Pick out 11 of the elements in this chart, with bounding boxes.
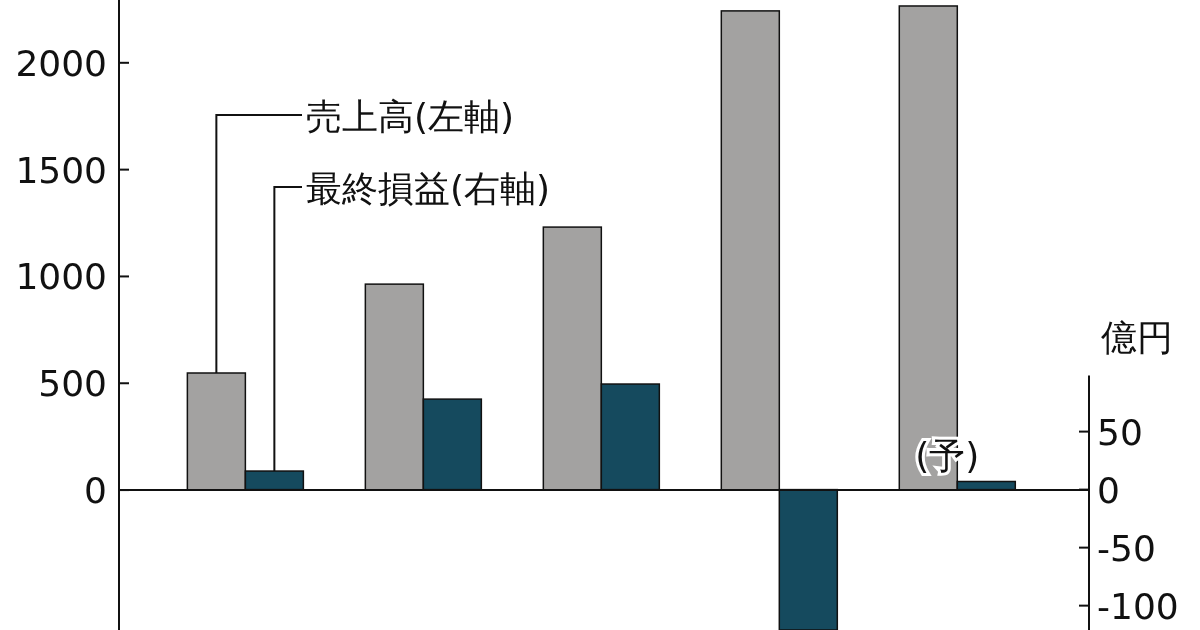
y2-tick-label: 50 [1097,411,1143,453]
series-labels: 売上高(左軸) 最終損益(右軸) [215,96,551,473]
y2-tick-label: -50 [1097,527,1156,569]
y2-axis-title: 億円 [1101,316,1173,358]
y-tick-label: 1500 [15,149,107,191]
y-tick-label: 1000 [15,256,107,298]
y-tick-label: 500 [38,363,107,405]
y-tick-label: 0 [84,470,107,512]
y-tick-label: 2000 [15,42,107,84]
y2-tick-label: -100 [1097,585,1179,627]
y2-tick-label: 0 [1097,469,1120,511]
